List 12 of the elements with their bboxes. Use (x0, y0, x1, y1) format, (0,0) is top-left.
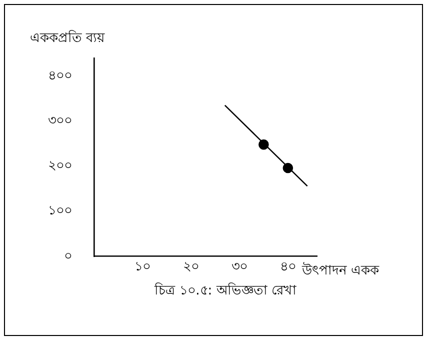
x-tick-label: ১০ (134, 260, 150, 275)
y-axis-title: এককপ্রতি ব্যয় (30, 30, 106, 46)
x-tick-label: ২০ (182, 260, 199, 275)
y-tick-label: ২০০ (48, 158, 72, 174)
x-axis-title: উৎপাদন একক (300, 262, 380, 278)
y-tick-label: ৪০০ (48, 68, 72, 84)
y-tick-label: ০ (64, 248, 72, 264)
y-tick-label: ৩০০ (48, 114, 72, 128)
x-tick-label: ৪০ (280, 260, 296, 275)
text: চিত্র ১০.৫: অভিজ্ঞতা রেখা (154, 282, 296, 298)
y-tick-label: ১০০ (48, 204, 72, 219)
x-tick-label: ৩০ (231, 260, 248, 275)
